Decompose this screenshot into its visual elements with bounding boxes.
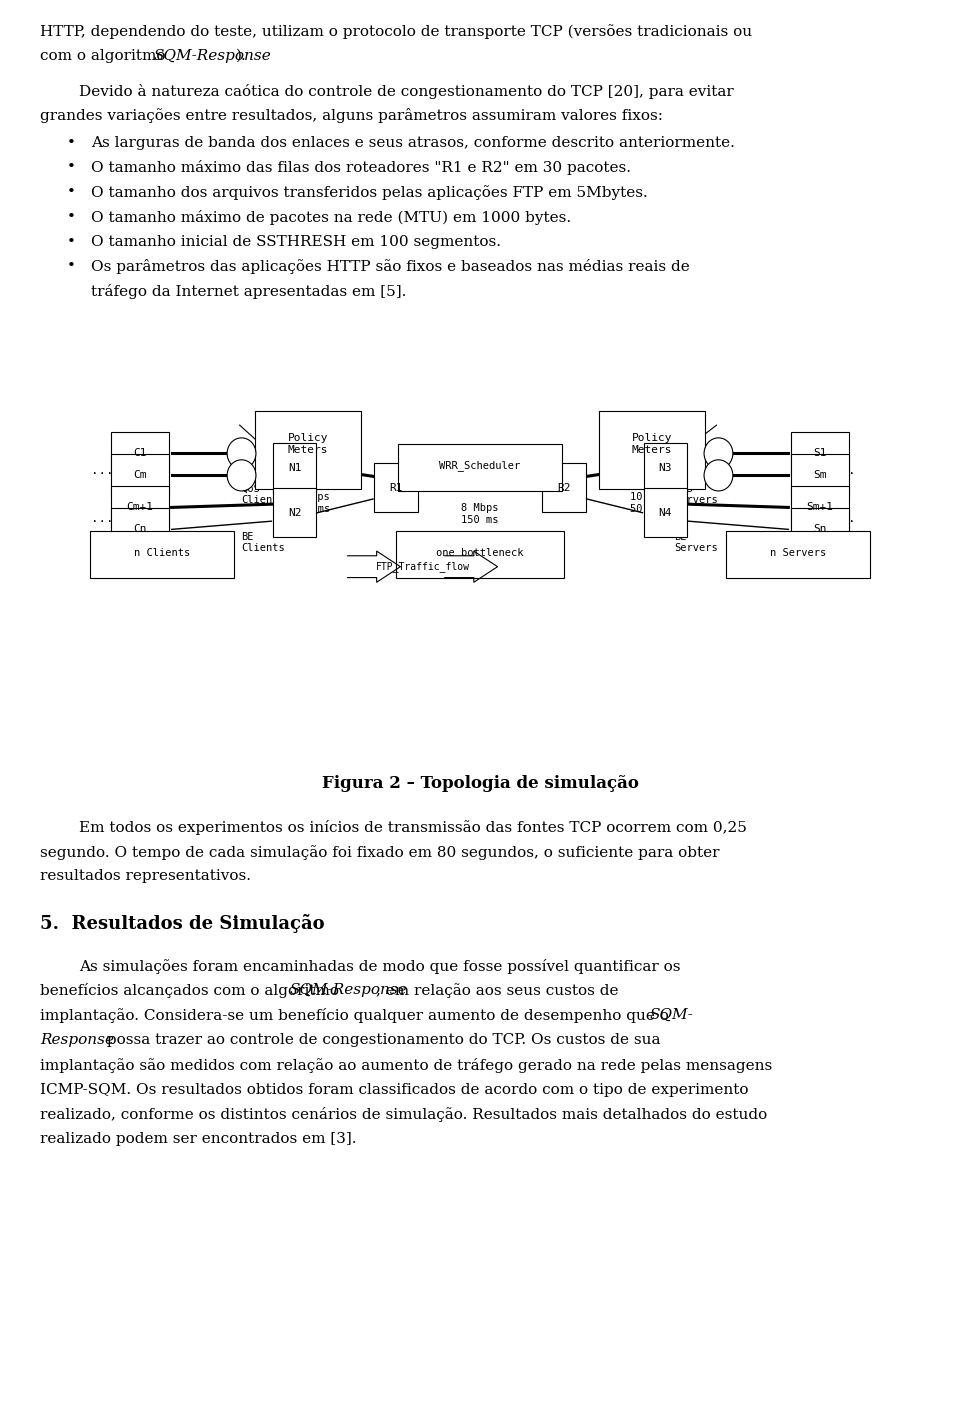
- Text: Figura 2 – Topologia de simulação: Figura 2 – Topologia de simulação: [322, 775, 638, 793]
- Text: Sn: Sn: [813, 524, 827, 534]
- Text: QoS
Servers: QoS Servers: [674, 483, 718, 506]
- Text: ).: ).: [236, 48, 247, 62]
- FancyBboxPatch shape: [374, 463, 418, 513]
- Text: possa trazer ao controle de congestionamento do TCP. Os custos de sua: possa trazer ao controle de congestionam…: [102, 1032, 660, 1046]
- Text: Sm: Sm: [813, 470, 827, 480]
- Text: O tamanho dos arquivos transferidos pelas aplicações FTP em 5Mbytes.: O tamanho dos arquivos transferidos pela…: [91, 185, 648, 200]
- Text: 10 Mbps
50 ms: 10 Mbps 50 ms: [286, 491, 330, 514]
- Text: Cm+1: Cm+1: [127, 503, 154, 513]
- FancyBboxPatch shape: [111, 486, 169, 528]
- Ellipse shape: [228, 460, 256, 491]
- FancyBboxPatch shape: [255, 412, 361, 490]
- Text: realizado podem ser encontrados em [3].: realizado podem ser encontrados em [3].: [40, 1131, 357, 1146]
- Text: HTTP, dependendo do teste, utilizam o protocolo de transporte TCP (versões tradi: HTTP, dependendo do teste, utilizam o pr…: [40, 24, 753, 40]
- Text: ...: ...: [833, 513, 855, 525]
- Text: SQM-: SQM-: [650, 1008, 694, 1022]
- Text: N1: N1: [288, 463, 301, 473]
- Polygon shape: [348, 551, 400, 582]
- Ellipse shape: [704, 460, 732, 491]
- Text: implantação. Considera-se um benefício qualquer aumento de desempenho que o: implantação. Considera-se um benefício q…: [40, 1008, 674, 1024]
- Text: C1: C1: [133, 449, 147, 459]
- Text: •: •: [67, 210, 76, 224]
- FancyBboxPatch shape: [111, 455, 169, 497]
- Text: N4: N4: [659, 508, 672, 518]
- Text: realizado, conforme os distintos cenários de simulação. Resultados mais detalhad: realizado, conforme os distintos cenário…: [40, 1107, 768, 1123]
- Text: N3: N3: [659, 463, 672, 473]
- Text: R2: R2: [557, 483, 570, 493]
- Text: As simulações foram encaminhadas de modo que fosse possível quantificar os: As simulações foram encaminhadas de modo…: [79, 959, 681, 974]
- Text: QoS
Clients: QoS Clients: [242, 483, 285, 506]
- Text: ...: ...: [833, 463, 855, 477]
- Text: tráfego da Internet apresentadas em [5].: tráfego da Internet apresentadas em [5].: [91, 285, 407, 299]
- FancyBboxPatch shape: [644, 443, 687, 493]
- Text: Devido à natureza caótica do controle de congestionamento do TCP [20], para evit: Devido à natureza caótica do controle de…: [79, 84, 733, 99]
- Text: SQM-Response: SQM-Response: [290, 983, 408, 997]
- Text: , em relação aos seus custos de: , em relação aos seus custos de: [376, 983, 619, 998]
- FancyBboxPatch shape: [111, 508, 169, 551]
- Text: com o algoritmo: com o algoritmo: [40, 48, 171, 62]
- FancyBboxPatch shape: [791, 508, 849, 551]
- Text: grandes variações entre resultados, alguns parâmetros assumiram valores fixos:: grandes variações entre resultados, algu…: [40, 108, 663, 123]
- Text: SQM-Response: SQM-Response: [154, 48, 272, 62]
- Text: N2: N2: [288, 508, 301, 518]
- FancyBboxPatch shape: [726, 531, 870, 578]
- Ellipse shape: [228, 438, 256, 469]
- Text: O tamanho máximo das filas dos roteadores "R1 e R2" em 30 pacotes.: O tamanho máximo das filas dos roteadore…: [91, 160, 632, 176]
- Text: FTP_Traffic_flow: FTP_Traffic_flow: [375, 561, 469, 572]
- Text: resultados representativos.: resultados representativos.: [40, 869, 252, 884]
- Text: Response: Response: [40, 1032, 114, 1046]
- Text: ...: ...: [91, 463, 114, 477]
- Text: Cm: Cm: [133, 470, 147, 480]
- Text: WRR_Scheduler: WRR_Scheduler: [440, 460, 520, 472]
- Text: segundo. O tempo de cada simulação foi fixado em 80 segundos, o suficiente para : segundo. O tempo de cada simulação foi f…: [40, 844, 720, 860]
- FancyBboxPatch shape: [398, 445, 562, 491]
- Text: n Servers: n Servers: [770, 548, 826, 558]
- Text: •: •: [67, 235, 76, 249]
- Text: ICMP-SQM. Os resultados obtidos foram classificados de acordo com o tipo de expe: ICMP-SQM. Os resultados obtidos foram cl…: [40, 1082, 749, 1096]
- Polygon shape: [444, 551, 497, 582]
- FancyBboxPatch shape: [791, 432, 849, 474]
- Text: S1: S1: [813, 449, 827, 459]
- FancyBboxPatch shape: [599, 412, 705, 490]
- Text: •: •: [67, 185, 76, 200]
- Text: O tamanho máximo de pacotes na rede (MTU) em 1000 bytes.: O tamanho máximo de pacotes na rede (MTU…: [91, 210, 571, 225]
- Text: •: •: [67, 136, 76, 150]
- Ellipse shape: [704, 438, 732, 469]
- FancyBboxPatch shape: [273, 489, 316, 538]
- FancyBboxPatch shape: [542, 463, 586, 513]
- FancyBboxPatch shape: [273, 443, 316, 493]
- FancyBboxPatch shape: [396, 531, 564, 578]
- Text: Sm+1: Sm+1: [806, 503, 833, 513]
- FancyBboxPatch shape: [791, 455, 849, 497]
- Text: Em todos os experimentos os inícios de transmissão das fontes TCP ocorrem com 0,: Em todos os experimentos os inícios de t…: [79, 820, 747, 835]
- Text: ...: ...: [91, 513, 114, 525]
- Text: BE
Servers: BE Servers: [674, 531, 718, 554]
- Text: •: •: [67, 160, 76, 174]
- Text: 5.  Resultados de Simulação: 5. Resultados de Simulação: [40, 913, 324, 933]
- FancyBboxPatch shape: [644, 489, 687, 538]
- Text: O tamanho inicial de SSTHRESH em 100 segmentos.: O tamanho inicial de SSTHRESH em 100 seg…: [91, 235, 501, 249]
- Text: Cn: Cn: [133, 524, 147, 534]
- Text: As larguras de banda dos enlaces e seus atrasos, conforme descrito anteriormente: As larguras de banda dos enlaces e seus …: [91, 136, 735, 150]
- Text: Os parâmetros das aplicações HTTP são fixos e baseados nas médias reais de: Os parâmetros das aplicações HTTP são fi…: [91, 259, 690, 275]
- Text: Policy
Meters: Policy Meters: [632, 433, 672, 455]
- Text: BE
Clients: BE Clients: [242, 531, 285, 554]
- FancyBboxPatch shape: [791, 486, 849, 528]
- FancyBboxPatch shape: [90, 531, 234, 578]
- Text: 8 Mbps
150 ms: 8 Mbps 150 ms: [461, 503, 499, 525]
- Text: benefícios alcançados com o algoritmo: benefícios alcançados com o algoritmo: [40, 983, 345, 998]
- Text: •: •: [67, 259, 76, 273]
- Text: n Clients: n Clients: [134, 548, 190, 558]
- Text: Policy
Meters: Policy Meters: [288, 433, 328, 455]
- Text: 10 Mbps
50 ms: 10 Mbps 50 ms: [630, 491, 674, 514]
- Text: one bottleneck: one bottleneck: [436, 548, 524, 558]
- Text: R1: R1: [390, 483, 403, 493]
- Text: implantação são medidos com relação ao aumento de tráfego gerado na rede pelas m: implantação são medidos com relação ao a…: [40, 1058, 773, 1073]
- FancyBboxPatch shape: [111, 432, 169, 474]
